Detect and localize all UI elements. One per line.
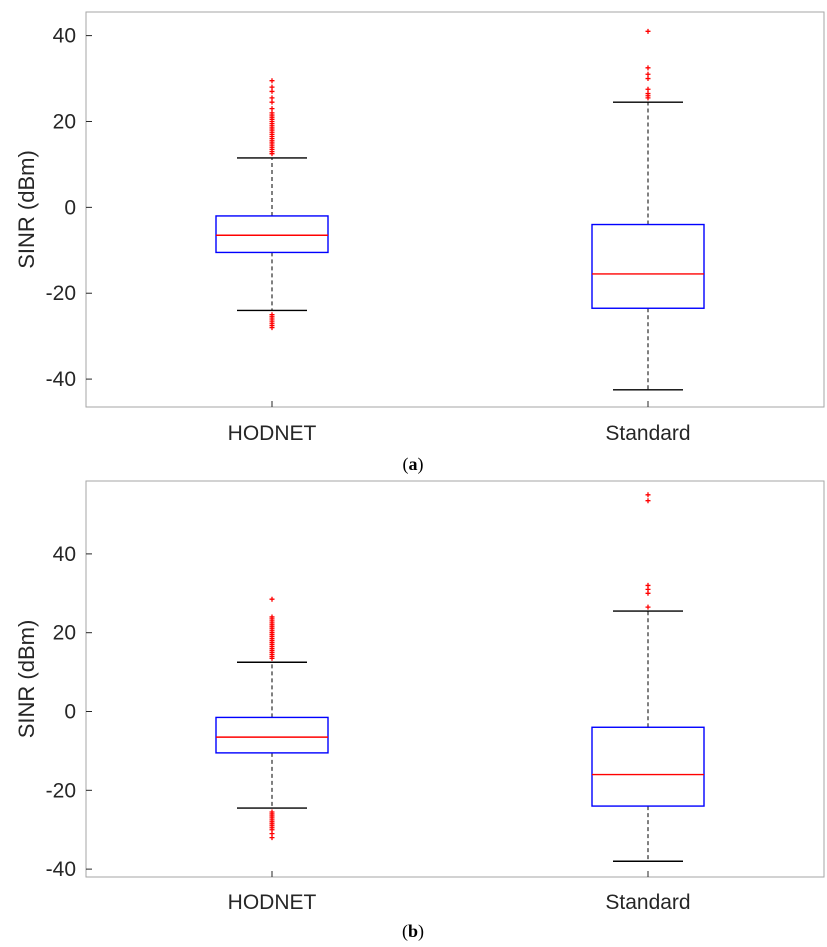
x-tick-label: HODNET	[228, 422, 317, 445]
y-axis-title: SINR (dBm)	[14, 620, 39, 739]
y-tick-label: 20	[53, 622, 76, 645]
box-iqr	[215, 215, 329, 254]
outlier-point	[269, 78, 275, 84]
outlier-point	[645, 95, 651, 101]
y-tick-label: 40	[53, 25, 76, 48]
box-iqr	[215, 716, 329, 754]
outlier-point	[269, 325, 275, 331]
caption-letter: a	[409, 454, 418, 474]
x-tick-label: HODNET	[228, 891, 317, 914]
panel-caption: (b)	[402, 921, 424, 942]
outlier-point	[645, 28, 651, 34]
outlier-point	[645, 498, 651, 504]
x-tick-label: Standard	[605, 891, 690, 914]
panel-a: -40 -20 0 20 40 SINR (dBm) HODNET Standard (a)	[14, 11, 825, 475]
y-tick-label: 40	[53, 543, 76, 566]
outlier-point	[645, 590, 651, 596]
y-tick-label: 20	[53, 110, 76, 133]
y-tick-label: -40	[46, 858, 76, 881]
y-tick-label: -40	[46, 368, 76, 391]
panel-caption: (a)	[403, 454, 424, 475]
outlier-point	[269, 106, 275, 112]
outlier-point	[269, 835, 275, 841]
x-tick-label: Standard	[605, 422, 690, 445]
outlier-point	[269, 655, 275, 661]
outlier-point	[645, 604, 651, 610]
box-plot-standard	[591, 492, 705, 862]
outlier-point	[269, 596, 275, 602]
box-iqr	[591, 726, 705, 807]
caption-open-paren: (	[403, 454, 409, 475]
caption-close-paren: )	[418, 921, 424, 942]
outlier-point	[645, 71, 651, 77]
panel-b: -40 -20 0 20 40 SINR (dBm) HODNET Standard (b)	[14, 480, 825, 942]
outlier-point	[645, 86, 651, 92]
box-iqr	[591, 223, 705, 309]
y-tick-label: -20	[46, 282, 76, 305]
outlier-point	[269, 99, 275, 105]
outlier-point	[645, 76, 651, 82]
y-tick-label: 0	[64, 701, 76, 724]
caption-letter: b	[408, 921, 418, 941]
y-tick-label: 0	[64, 196, 76, 219]
box-plot-standard	[591, 28, 705, 391]
outlier-point	[269, 95, 275, 101]
plot-area	[85, 480, 825, 878]
outlier-point	[269, 88, 275, 94]
outlier-point	[269, 151, 275, 157]
outlier-point	[645, 492, 651, 498]
y-tick-label: -20	[46, 779, 76, 802]
y-axis-title: SINR (dBm)	[14, 150, 39, 269]
outlier-point	[269, 84, 275, 90]
outlier-point	[645, 65, 651, 71]
plot-area	[85, 11, 825, 408]
caption-close-paren: )	[418, 454, 424, 475]
caption-open-paren: (	[402, 921, 408, 942]
box-plot-hodnet	[215, 596, 329, 841]
box-plot-hodnet	[215, 78, 329, 331]
